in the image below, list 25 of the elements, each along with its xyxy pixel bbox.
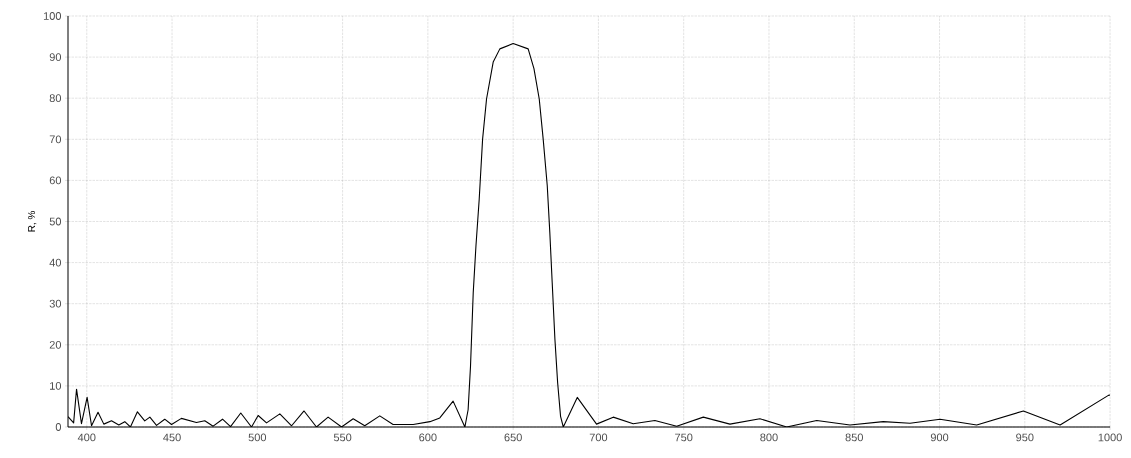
y-tick-label: 10 [50,382,62,390]
y-tick-label: 100 [43,12,62,20]
y-tick-label: 30 [49,299,62,308]
x-tick-label: 450 [163,433,181,442]
y-tick-label: 80 [49,94,62,103]
x-tick-label: 900 [930,433,949,442]
x-tick-label: 600 [419,433,437,442]
y-tick-label: 20 [49,340,62,349]
y-tick-label: 90 [49,53,62,61]
x-tick-label: 700 [589,433,608,442]
y-tick-label: 70 [49,135,62,144]
x-tick-label: 1000 [1098,433,1122,442]
y-axis-title: R, % [28,211,37,232]
x-tick-label: 650 [504,433,522,442]
x-tick-label: 950 [1016,433,1034,442]
y-tick-label: 0 [55,423,62,431]
x-tick-label: 550 [333,433,352,442]
x-tick-label: 850 [845,433,863,442]
x-tick-label: 800 [760,433,778,442]
x-tick-label: 500 [248,433,267,442]
x-tick-label: 400 [77,433,96,442]
y-tick-label: 50 [49,217,62,226]
y-tick-label: 60 [49,176,62,185]
y-tick-label: 40 [49,258,62,267]
x-tick-label: 750 [675,433,693,442]
